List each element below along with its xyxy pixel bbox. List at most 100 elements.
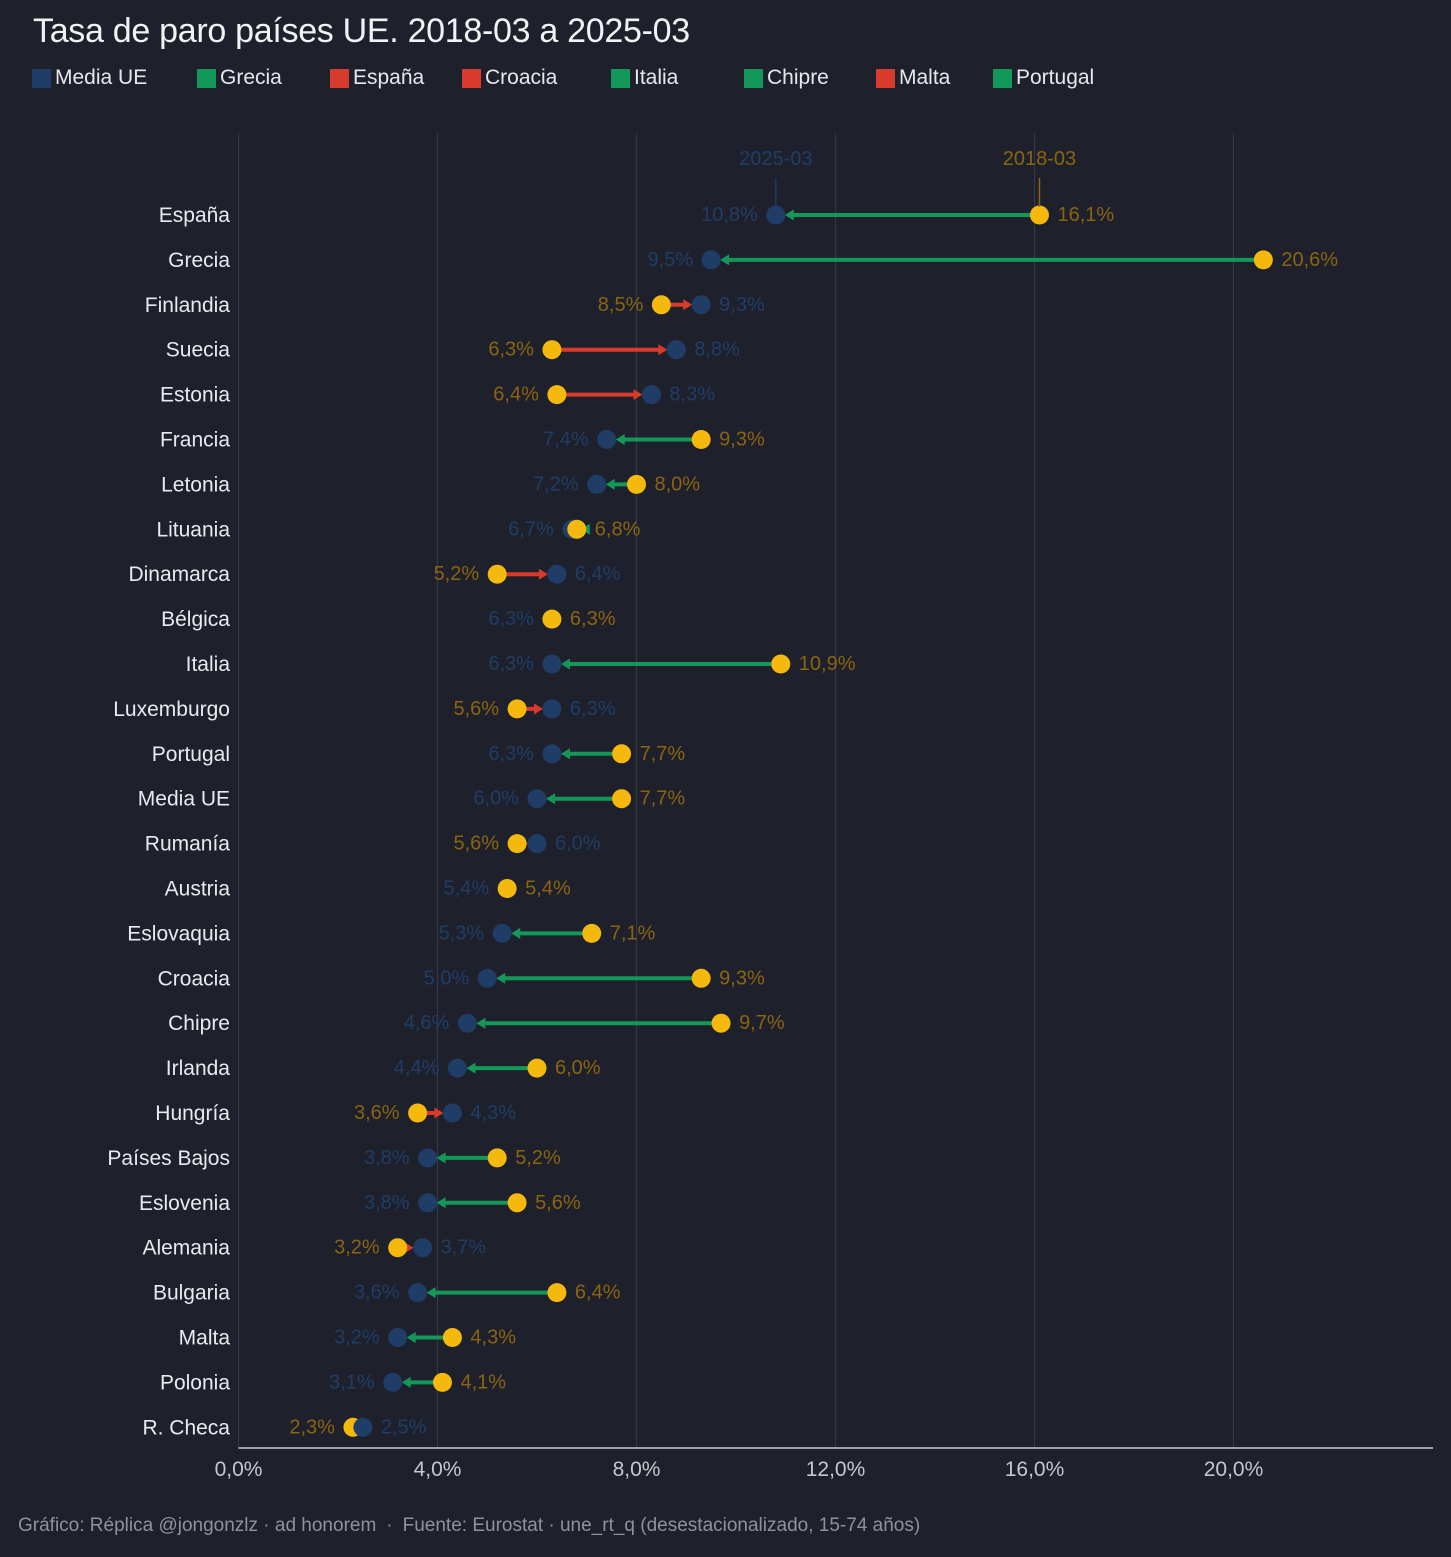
- footer-credit: Gráfico: Réplica @jongonzlz · ad honorem: [18, 1515, 377, 1536]
- dot-2025: [766, 205, 786, 225]
- x-tick-label: 16,0%: [1005, 1458, 1065, 1481]
- country-label: Croacia: [158, 967, 231, 990]
- dot-2018: [497, 879, 517, 898]
- value-label-2025: 6,0%: [473, 788, 519, 810]
- country-label: Italia: [186, 653, 231, 676]
- value-label-2018: 3,6%: [354, 1102, 400, 1124]
- dot-2018: [1253, 250, 1273, 270]
- change-arrow-head: [615, 434, 625, 445]
- dot-2018: [432, 1372, 452, 1392]
- value-label-2025: 6,7%: [508, 518, 554, 540]
- dot-2025: [457, 1013, 477, 1033]
- dot-2018: [612, 789, 632, 809]
- value-label-2018: 6,8%: [595, 518, 641, 540]
- value-label-2025: 8,8%: [694, 339, 740, 361]
- dot-2025: [388, 1328, 408, 1347]
- value-label-2018: 5,2%: [515, 1147, 561, 1169]
- value-label-2025: 3,8%: [364, 1192, 410, 1214]
- value-label-2018: 5,6%: [454, 833, 500, 855]
- country-label: España: [159, 204, 231, 227]
- dot-2025: [408, 1283, 428, 1303]
- change-arrow-head: [658, 344, 668, 356]
- country-label: Bulgaria: [153, 1282, 230, 1305]
- dot-2025: [353, 1417, 373, 1437]
- legend-label: Italia: [634, 66, 679, 89]
- dot-2018: [691, 430, 711, 449]
- dot-2025: [418, 1148, 438, 1168]
- legend-item: Grecia: [197, 66, 282, 90]
- value-label-2018: 7,7%: [640, 788, 686, 810]
- value-label-2018: 5,6%: [454, 698, 500, 720]
- x-tick-label: 8,0%: [613, 1458, 661, 1481]
- value-label-2025: 4,4%: [394, 1057, 440, 1079]
- legend: Media UE Grecia España Croacia Italia Chipre M…: [32, 66, 1152, 92]
- value-label-2025: 3,6%: [354, 1282, 400, 1304]
- value-label-2018: 16,1%: [1057, 204, 1114, 226]
- chart-title: Tasa de paro países UE. 2018-03 a 2025-0…: [33, 12, 690, 50]
- value-label-2025: 5,4%: [444, 878, 490, 900]
- dot-2025: [542, 744, 562, 764]
- dot-2025: [542, 699, 562, 719]
- dot-2018: [388, 1238, 408, 1258]
- value-label-2018: 5,4%: [525, 878, 571, 900]
- country-label: Chipre: [168, 1012, 230, 1035]
- value-label-2018: 3,2%: [334, 1237, 380, 1259]
- country-label: Luxemburgo: [113, 698, 230, 721]
- dot-2025: [442, 1103, 462, 1123]
- value-label-2018: 8,0%: [655, 473, 701, 495]
- change-arrow-head: [546, 793, 555, 805]
- x-tick-label: 4,0%: [414, 1458, 462, 1481]
- dot-2025: [542, 654, 562, 674]
- value-label-2025: 2,5%: [381, 1416, 427, 1438]
- country-label: Polonia: [160, 1371, 230, 1394]
- value-label-2025: 5,3%: [439, 922, 485, 944]
- dot-2018: [691, 968, 711, 988]
- value-label-2025: 9,3%: [719, 294, 765, 316]
- value-label-2025: 6,3%: [488, 608, 534, 630]
- change-arrow-head: [401, 1376, 411, 1388]
- legend-label: Malta: [899, 66, 951, 89]
- dot-2018: [442, 1328, 462, 1347]
- country-label: R. Checa: [142, 1416, 230, 1439]
- dot-2018: [651, 295, 671, 315]
- dot-2025: [477, 968, 497, 988]
- country-label: Países Bajos: [107, 1147, 230, 1170]
- dot-2018: [612, 744, 632, 764]
- country-label: Hungría: [155, 1102, 230, 1125]
- footer-source: Fuente: Eurostat · une_rt_q (desestacion…: [402, 1515, 921, 1536]
- country-label: Austria: [165, 878, 231, 901]
- change-arrow-head: [784, 209, 794, 221]
- dot-2025: [547, 564, 567, 584]
- change-arrow-head: [496, 972, 506, 984]
- annotation-label-2018: 2018-03: [1003, 148, 1076, 170]
- country-label: Grecia: [168, 249, 230, 272]
- change-arrow-head: [434, 1107, 444, 1119]
- change-arrow-head: [533, 703, 543, 715]
- change-arrow-head: [633, 389, 643, 401]
- value-label-2025: 6,0%: [555, 833, 601, 855]
- value-label-2018: 9,7%: [739, 1012, 785, 1034]
- dot-2018: [507, 1193, 527, 1213]
- change-arrow-head: [511, 927, 521, 939]
- value-label-2025: 4,6%: [404, 1012, 450, 1034]
- dot-2025: [413, 1238, 433, 1258]
- legend-item: Malta: [876, 66, 950, 90]
- value-label-2018: 6,4%: [493, 384, 539, 406]
- dot-2025: [587, 474, 607, 494]
- country-label: Bélgica: [161, 608, 230, 631]
- legend-item: Croacia: [462, 66, 557, 90]
- dot-2018: [507, 834, 527, 854]
- country-label: Dinamarca: [128, 563, 230, 586]
- value-label-2025: 7,4%: [543, 429, 589, 451]
- value-label-2025: 7,2%: [533, 473, 579, 495]
- value-label-2018: 6,3%: [570, 608, 616, 630]
- legend-swatch: [744, 68, 763, 88]
- value-label-2018: 7,7%: [640, 743, 686, 765]
- change-arrow-head: [436, 1197, 446, 1209]
- value-label-2018: 9,3%: [719, 429, 765, 451]
- dot-2025: [701, 250, 721, 270]
- country-label: Eslovaquia: [127, 922, 230, 945]
- country-label: Estonia: [160, 384, 230, 407]
- dot-2018: [542, 340, 562, 360]
- change-arrow-head: [404, 1242, 414, 1254]
